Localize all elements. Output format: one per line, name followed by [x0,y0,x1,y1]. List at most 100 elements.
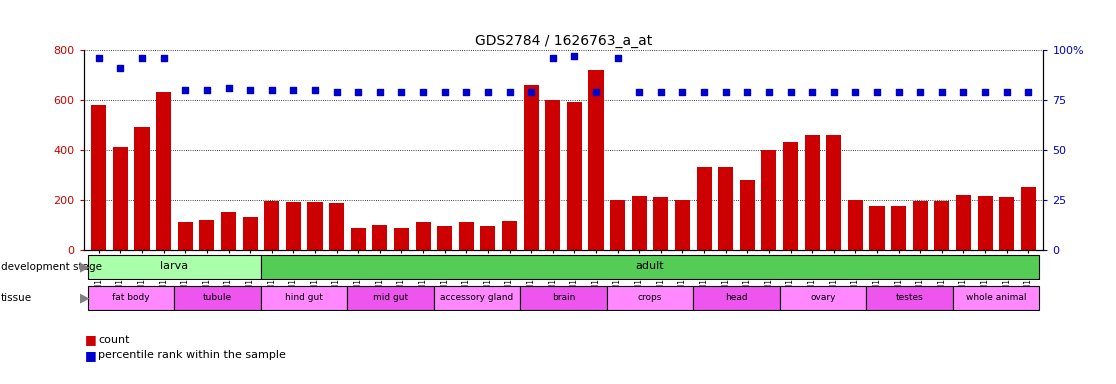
Point [458,89,475,95]
Bar [891,206,906,250]
Bar [264,201,279,250]
Text: adult: adult [636,262,664,271]
Text: accessory gland: accessory gland [441,293,513,301]
Text: development stage: development stage [1,262,103,272]
Bar [848,200,863,250]
Point [846,89,864,95]
Title: GDS2784 / 1626763_a_at: GDS2784 / 1626763_a_at [475,33,652,48]
Bar [607,286,693,310]
Bar [135,127,150,250]
Point [220,85,238,91]
Point [954,89,972,95]
Bar [740,180,754,250]
Text: tissue: tissue [1,293,32,303]
Bar [869,206,885,250]
Point [349,89,367,95]
Text: mid gut: mid gut [373,293,408,301]
Bar [675,200,690,250]
Point [479,89,497,95]
Bar [567,103,581,250]
Bar [953,286,1039,310]
Bar [761,150,777,250]
Bar [350,228,366,250]
Point [328,89,346,95]
Point [587,89,605,95]
Bar [805,135,820,250]
Point [241,87,259,93]
Point [868,89,886,95]
Bar [437,226,452,250]
Point [976,89,994,95]
Point [739,89,757,95]
Point [306,87,324,93]
Text: percentile rank within the sample: percentile rank within the sample [98,350,286,360]
Bar [956,195,971,250]
Point [371,89,388,95]
Point [695,89,713,95]
Bar [261,286,347,310]
Text: ovary: ovary [810,293,836,301]
Point [781,89,799,95]
Bar [92,105,106,250]
Bar [978,196,992,250]
Bar [177,222,193,250]
Bar [394,228,410,250]
Bar [415,222,431,250]
Bar [329,204,344,250]
Text: brain: brain [552,293,575,301]
Point [804,89,821,95]
Point [522,89,540,95]
Bar [88,286,174,310]
Bar [174,286,261,310]
Bar [242,217,258,250]
Bar [373,225,387,250]
Point [435,89,453,95]
Point [652,89,670,95]
Bar [826,135,841,250]
Point [674,89,692,95]
Bar [693,286,780,310]
Point [176,87,194,93]
Bar [1021,187,1036,250]
Point [414,89,432,95]
Text: testes: testes [895,293,923,301]
Bar [459,222,474,250]
Text: count: count [98,335,129,345]
Bar [610,200,625,250]
Text: hind gut: hind gut [286,293,324,301]
Bar [696,167,712,250]
Text: larva: larva [161,262,189,271]
Bar [999,197,1014,250]
Bar [718,167,733,250]
Text: ■: ■ [85,333,97,346]
Bar [347,286,434,310]
Bar [520,286,607,310]
Text: head: head [725,293,748,301]
Point [155,55,173,61]
Point [631,89,648,95]
Point [933,89,951,95]
Bar [523,85,539,250]
Point [716,89,734,95]
Point [543,55,561,61]
Bar [913,201,927,250]
Bar [934,201,950,250]
Bar [780,286,866,310]
Text: crops: crops [638,293,662,301]
Text: ■: ■ [85,349,97,362]
Bar [866,286,953,310]
Bar [307,202,323,250]
Text: whole animal: whole animal [965,293,1026,301]
Point [198,87,215,93]
Bar [632,196,647,250]
Bar [480,226,496,250]
Bar [588,70,604,250]
Point [825,89,843,95]
Point [112,65,129,71]
Point [889,89,907,95]
Point [263,87,281,93]
Point [90,55,108,61]
Bar [653,197,668,250]
Text: tubule: tubule [203,293,232,301]
Bar [546,100,560,250]
